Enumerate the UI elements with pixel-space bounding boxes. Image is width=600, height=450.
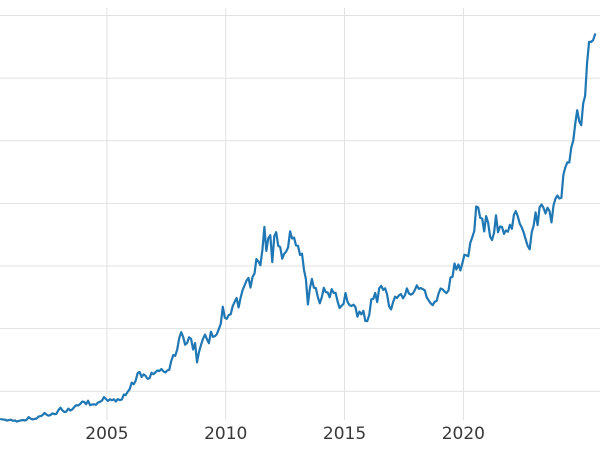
price-line — [0, 33, 597, 423]
x-tick-label-2020: 2020 — [441, 424, 485, 444]
x-tick-label-2010: 2010 — [204, 424, 248, 444]
horizontal-gridlines — [0, 15, 600, 392]
x-tick-label-2015: 2015 — [322, 424, 367, 444]
x-tick-label-2005: 2005 — [85, 424, 129, 444]
price-line-series — [0, 33, 597, 423]
vertical-gridlines — [106, 8, 464, 420]
